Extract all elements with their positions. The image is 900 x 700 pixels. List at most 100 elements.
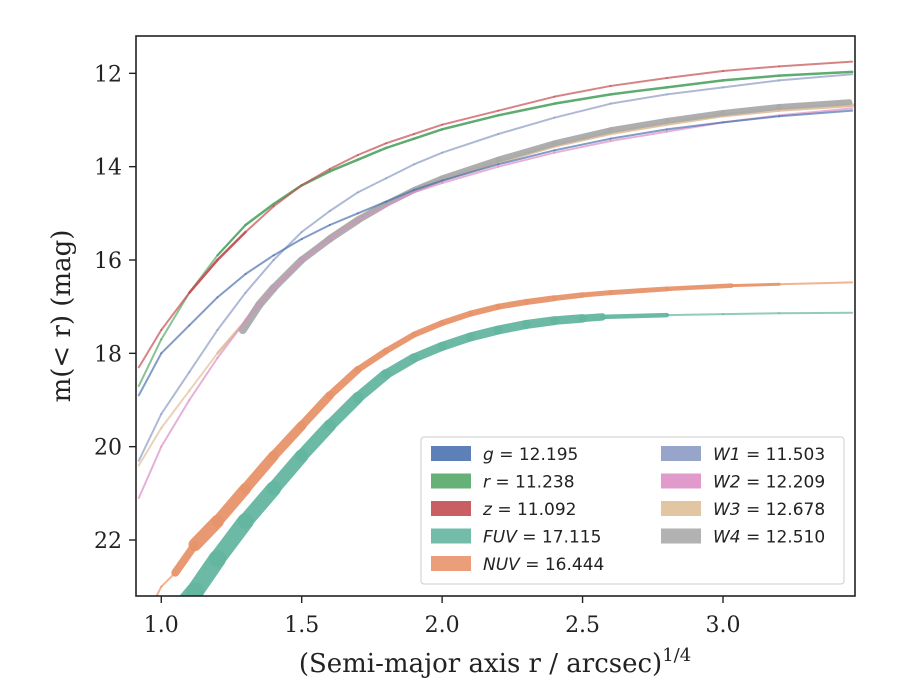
- series-W2-segment: [137, 445, 163, 499]
- legend-swatch-W2: [661, 473, 701, 489]
- series-FUV-segment: [599, 312, 670, 320]
- x-axis: 1.0 1.5 2.0 2.5 3.0: [144, 596, 740, 638]
- series-W1-segment: [216, 291, 247, 331]
- series-W1-segment: [272, 231, 303, 261]
- series-z-segment: [188, 258, 219, 294]
- legend-swatch-W1: [661, 446, 701, 461]
- series-W2-segment: [553, 140, 612, 154]
- series-z-segment: [553, 84, 612, 98]
- series-NUV-segment: [297, 391, 335, 430]
- series-FUV-segment: [465, 325, 503, 342]
- series-g-segment: [300, 224, 331, 240]
- series-r-segment: [216, 223, 247, 257]
- series-r-segment: [777, 70, 854, 77]
- series-r-segment: [553, 93, 612, 105]
- series-W1-segment: [356, 177, 387, 194]
- series-W2-segment: [300, 238, 331, 261]
- series-W1-segment: [553, 102, 612, 119]
- series-NUV-segment: [467, 303, 502, 317]
- series-W2-segment: [413, 182, 444, 194]
- series-r-segment: [244, 202, 275, 227]
- series-z-segment: [244, 205, 275, 233]
- series-g-segment: [356, 200, 387, 215]
- series-r-segment: [721, 74, 781, 82]
- series-r-segment: [412, 128, 444, 140]
- legend-swatch-z: [431, 501, 471, 516]
- series-W1-segment: [721, 79, 781, 89]
- legend-frame: [420, 436, 845, 585]
- series-z: [137, 60, 854, 369]
- series-z-segment: [137, 329, 163, 369]
- series-NUV-segment: [382, 331, 418, 354]
- series-z-segment: [384, 133, 416, 145]
- x-tick-label: 3.0: [705, 613, 740, 638]
- series-z-segment: [272, 184, 303, 208]
- y-axis: 12 14 16 18 20 22: [94, 62, 136, 554]
- series-FUV-segment: [550, 314, 587, 325]
- series-FUV-segment: [493, 319, 531, 335]
- series-FUV-segment: [238, 481, 282, 529]
- series-W1-segment: [244, 259, 275, 294]
- series-g-segment: [778, 109, 854, 118]
- x-axis-label-exponent: 1/4: [662, 645, 691, 666]
- series-W3-segment: [160, 389, 191, 429]
- x-tick-label: 2.0: [425, 613, 460, 638]
- series-W1-segment: [160, 371, 191, 415]
- series-z-segment: [216, 230, 247, 262]
- legend-swatch-FUV: [431, 528, 471, 544]
- series-W2-segment: [609, 130, 668, 142]
- series-W4: [238, 99, 853, 334]
- series-W1-segment: [609, 93, 668, 105]
- y-tick-label: 18: [94, 342, 122, 367]
- legend-label-z: z = 11.092: [482, 500, 576, 520]
- series-NUV-segment: [326, 365, 362, 400]
- series-z-segment: [665, 70, 724, 79]
- series-W1: [137, 73, 854, 462]
- series-NUV-segment: [778, 281, 854, 286]
- legend-label-W3: W3 = 12.678: [713, 500, 825, 520]
- series-W1-segment: [665, 86, 724, 96]
- series-W2-segment: [328, 219, 359, 240]
- series-g-segment: [497, 149, 556, 166]
- series-NUV-segment: [551, 292, 586, 302]
- y-tick-label: 16: [94, 249, 122, 274]
- legend-swatch-g: [431, 446, 471, 461]
- series-NUV-segment: [211, 482, 252, 528]
- series-NUV-segment: [155, 585, 163, 596]
- legend-label-W4: W4 = 12.510: [713, 528, 825, 548]
- series-W2-segment: [778, 107, 854, 117]
- series-W4-segment: [663, 110, 726, 124]
- x-tick-label: 1.0: [144, 613, 179, 638]
- series-z-segment: [160, 291, 191, 331]
- legend-label-W1: W1 = 11.503: [713, 445, 825, 465]
- series-FUV-segment: [437, 332, 475, 351]
- series-W1-segment: [300, 210, 331, 233]
- series-W2-segment: [356, 205, 387, 222]
- series-W4-segment: [719, 103, 783, 116]
- legend-swatch-W3: [661, 501, 701, 516]
- legend-swatch-NUV: [431, 556, 471, 571]
- series-r-segment: [609, 86, 669, 96]
- y-tick-label: 14: [94, 156, 122, 181]
- series-FUV-segment: [352, 369, 392, 403]
- series-FUV-segment: [409, 341, 447, 363]
- series-z-segment: [300, 168, 331, 187]
- series-r-segment: [137, 338, 163, 387]
- series-z-segment: [778, 60, 854, 68]
- series-g-segment: [413, 179, 444, 191]
- x-axis-label-text: (Semi-major axis r / arcsec): [299, 649, 662, 679]
- legend-label-r: r = 11.238: [483, 473, 575, 493]
- series-W1-segment: [384, 163, 416, 180]
- legend-swatch-W4: [661, 528, 701, 544]
- plot-frame: [135, 35, 856, 597]
- series-NUV-segment: [411, 320, 446, 338]
- series-r-segment: [665, 79, 725, 89]
- series-g-segment: [272, 238, 303, 257]
- series-NUV: [155, 281, 854, 596]
- series-NUV-segment: [240, 450, 279, 494]
- series-z-segment: [356, 142, 387, 156]
- series-g-segment: [137, 352, 163, 397]
- series-r-segment: [328, 158, 360, 173]
- series-g-segment: [553, 137, 612, 152]
- series-NUV-segment: [580, 290, 614, 298]
